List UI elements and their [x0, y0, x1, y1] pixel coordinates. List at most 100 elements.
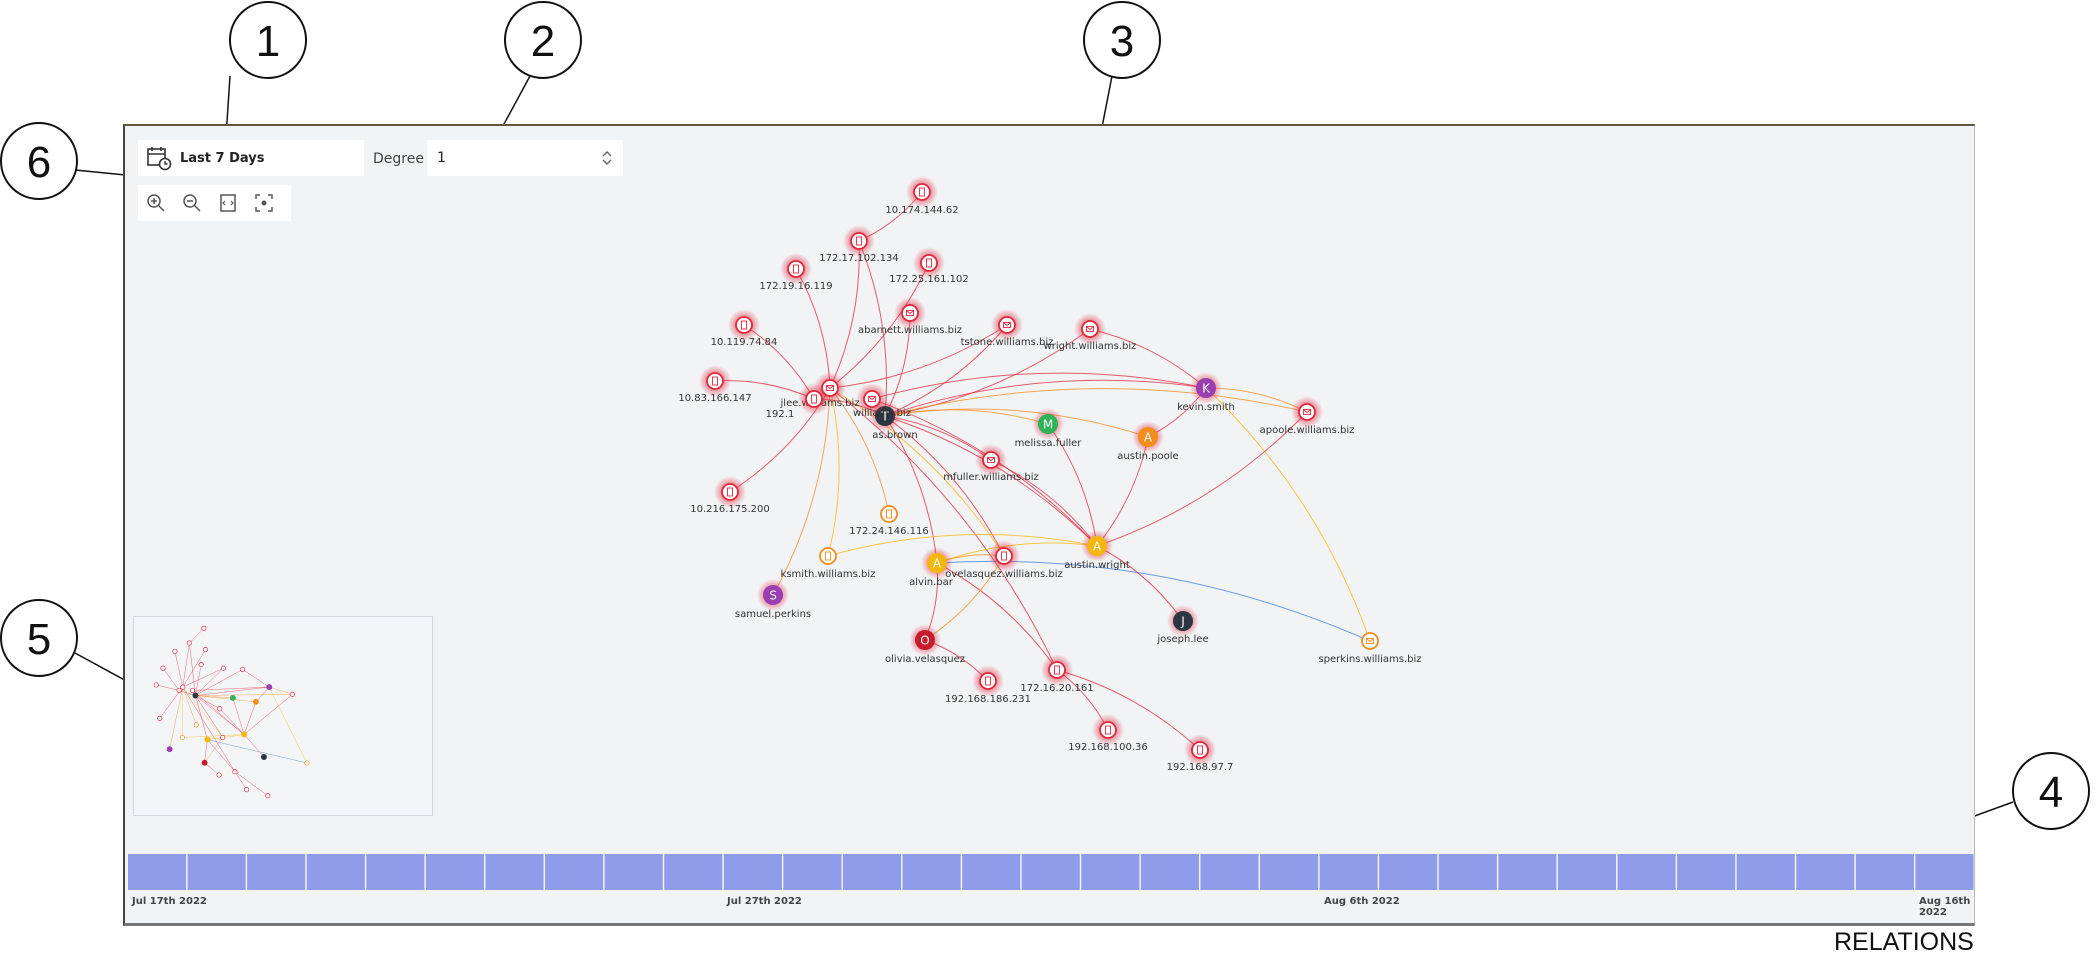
graph-node[interactable]: 10.83.166.147	[678, 365, 752, 404]
timeline-segment[interactable]	[842, 854, 902, 890]
graph-node[interactable]: 172.24.146.116	[849, 505, 929, 537]
relation-graph[interactable]: 10.174.144.62 172.17.102.134 172.19.16.119…	[125, 126, 1975, 846]
graph-node[interactable]: wright.williams.biz	[1044, 313, 1137, 352]
graph-node[interactable]: 10.174.144.62	[885, 176, 959, 216]
graph-node[interactable]: 192.168.100.36	[1068, 714, 1148, 753]
minimap-edge	[269, 686, 293, 695]
timeline-segment[interactable]	[366, 854, 425, 890]
timeline-segment[interactable]	[664, 854, 723, 890]
relations-panel: 10.174.144.62 172.17.102.134 172.19.16.119…	[123, 124, 1975, 926]
zoom-out-button[interactable]	[174, 185, 210, 221]
timeline-segment[interactable]	[1677, 854, 1736, 890]
graph-node[interactable]: ksmith.williams.biz	[781, 547, 876, 580]
timeline-segment[interactable]	[1915, 854, 1974, 890]
timeline-segment[interactable]	[1557, 854, 1617, 890]
graph-node[interactable]: tstone.williams.biz	[961, 309, 1054, 348]
minimap-edge	[232, 697, 245, 735]
timeline-segment[interactable]	[1140, 854, 1199, 890]
degree-input[interactable]: 1	[427, 140, 623, 176]
timeline-segment[interactable]	[1855, 854, 1914, 890]
minimap-node	[220, 734, 226, 741]
graph-node[interactable]: 172.19.16.119	[759, 253, 833, 292]
timeline-segment[interactable]	[1021, 854, 1080, 890]
graph-node[interactable]: 192.168.97.7	[1167, 734, 1234, 773]
date-range-picker[interactable]: Last 7 Days	[138, 140, 364, 176]
timeline-segment[interactable]	[1617, 854, 1676, 890]
graph-edge	[1096, 411, 1308, 547]
timeline-segment[interactable]	[1438, 854, 1497, 890]
graph-edge	[829, 262, 930, 389]
graph-node[interactable]: abarnett.williams.biz	[858, 297, 962, 336]
timeline-segment[interactable]	[902, 854, 961, 890]
minimap-node	[160, 665, 166, 671]
stepper-arrows-icon[interactable]	[601, 149, 613, 167]
timeline-segment[interactable]	[1081, 854, 1140, 890]
graph-edge	[829, 387, 1058, 671]
minimap-edge	[182, 642, 190, 688]
minimap-node	[189, 687, 195, 693]
graph-node[interactable]: williams.biz	[853, 383, 911, 419]
graph-node[interactable]: sperkins.williams.biz	[1318, 632, 1422, 665]
graph-node-label: mfuller.williams.biz	[943, 472, 1039, 483]
minimap-edge	[255, 686, 270, 702]
minimap-node	[240, 666, 246, 672]
graph-edge	[884, 408, 1149, 438]
minimap-edge	[195, 694, 293, 696]
timeline-segment[interactable]	[1319, 854, 1378, 890]
minimap-node	[304, 760, 310, 766]
timeline-bar[interactable]	[128, 854, 1975, 890]
graph-node-label: 10.83.166.147	[678, 393, 751, 404]
timeline-segment[interactable]	[545, 854, 604, 890]
timeline-segment[interactable]	[1498, 854, 1557, 890]
minimap-node	[176, 687, 182, 693]
timeline-segment[interactable]	[604, 854, 663, 890]
timeline-segment[interactable]	[1379, 854, 1438, 890]
center-graph-button[interactable]	[246, 185, 282, 221]
zoom-in-button[interactable]	[138, 185, 174, 221]
graph-node[interactable]: 192.168.186.231	[945, 665, 1031, 705]
graph-node-label: apoole.williams.biz	[1260, 425, 1355, 436]
timeline-segment[interactable]	[485, 854, 544, 890]
graph-node[interactable]: 10.216.175.200	[690, 476, 770, 515]
graph-node[interactable]: 10.119.74.84	[711, 309, 778, 348]
graph-tools	[138, 185, 291, 221]
minimap-node	[289, 691, 296, 697]
timeline-segment[interactable]	[723, 854, 782, 890]
minimap-node	[201, 759, 208, 766]
callout-5-text: 5	[27, 615, 51, 664]
graph-node[interactable]: apoole.williams.biz	[1260, 396, 1355, 436]
user-initial: J	[1180, 615, 1185, 629]
graph-node[interactable]: ovelasquez.williams.biz	[945, 540, 1063, 580]
timeline-segment[interactable]	[1796, 854, 1855, 890]
graph-node[interactable]: mfuller.williams.biz	[943, 444, 1039, 483]
timeline-segment[interactable]	[306, 854, 365, 890]
timeline-segment[interactable]	[783, 854, 842, 890]
minimap-node	[179, 734, 185, 741]
minimap-node	[186, 640, 192, 646]
fit-page-button[interactable]	[210, 185, 246, 221]
timeline-segment[interactable]	[962, 854, 1021, 890]
timeline-segment[interactable]	[247, 854, 306, 890]
graph-node[interactable]: 172.16.20.161	[1020, 654, 1094, 694]
timeline-segment[interactable]	[187, 854, 246, 890]
graph-node[interactable]: 172.17.102.134	[819, 225, 899, 264]
minimap-edge	[182, 734, 245, 738]
timeline-segment[interactable]	[1260, 854, 1319, 890]
timeline-segment[interactable]	[1200, 854, 1259, 890]
timeline-segment[interactable]	[425, 854, 484, 890]
timeline-segment[interactable]	[128, 854, 187, 890]
graph-edge	[827, 533, 1098, 557]
graph-edge	[884, 379, 1207, 417]
graph-node[interactable]: 192.1	[766, 383, 830, 420]
graph-minimap[interactable]	[133, 616, 433, 816]
timeline-segment[interactable]	[1736, 854, 1795, 890]
graph-node[interactable]: 172.25.161.102	[889, 247, 969, 285]
